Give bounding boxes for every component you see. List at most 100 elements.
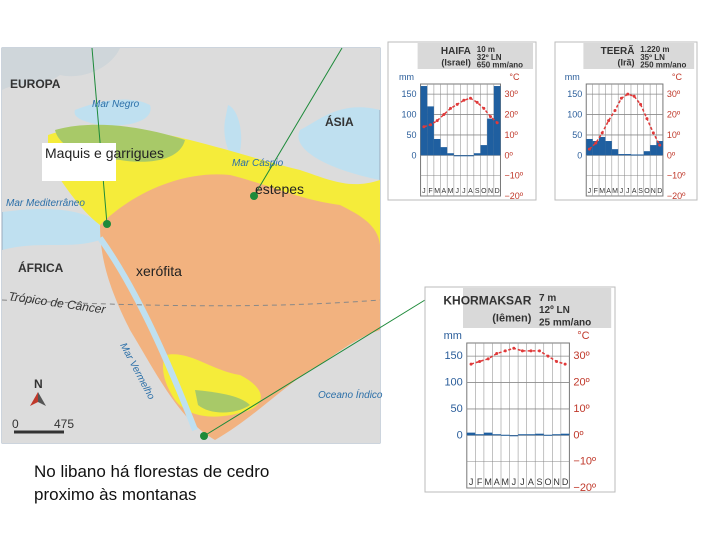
temperature-point [495,352,499,356]
chart-title: TEERÃ [601,44,635,57]
month-label: A [528,477,534,487]
precipitation-bar [440,147,448,156]
precipitation-bar [427,106,434,156]
temperature-point [632,94,636,98]
y2-tick-label: −10º [667,171,686,181]
precipitation-bar [650,145,657,156]
temperature-point [529,349,533,353]
month-label: J [469,477,474,487]
precipitation-bar [624,154,631,156]
precipitation-bar [586,138,593,156]
sea-label: Mar Cáspio [232,158,284,169]
chart-info: 32º LN [477,53,502,62]
month-label: S [536,477,542,487]
month-label: D [657,188,662,195]
precipitation-bar [480,145,488,156]
y2-tick-label: −10º [573,456,596,468]
y2-tick-label: −20º [504,191,523,201]
temperature-point [520,349,524,353]
month-label: D [562,477,569,487]
month-label: J [626,188,630,195]
temperature-point [537,349,541,353]
temperature-point [442,113,446,117]
precipitation-bar [592,141,600,156]
temperature-point [488,115,492,119]
temperature-point [587,147,591,151]
month-label: M [434,188,440,195]
continent-label: EUROPA [10,77,61,91]
maquis-zone-south [195,390,250,413]
month-label: J [512,477,517,487]
month-label: M [502,477,510,487]
chart-header [583,43,695,69]
y2-tick-label: −10º [504,171,523,181]
y2-tick-label: 10º [667,130,681,140]
precipitation-bar [526,434,536,436]
month-label: N [651,188,656,195]
month-label: J [620,188,624,195]
precipitation-bar [599,136,606,156]
precipitation-bar [487,118,494,156]
precipitation-bar [509,435,519,437]
y-tick-label: 50 [572,130,582,140]
scale-label: 475 [54,417,74,431]
temperature-point [422,125,426,129]
precipitation-bar [560,433,570,436]
vegetation-label: estepes [255,181,304,197]
y2-axis-label: °C [672,72,683,82]
month-label: O [545,477,552,487]
month-label: A [442,188,447,195]
europe-land [2,48,120,90]
scale-label: 0 [12,417,19,431]
map: EUROPA ÁSIA ÁFRICA Mar Negro Mar Cáspio … [1,47,426,444]
month-label: F [428,188,432,195]
continent-label: ÁFRICA [18,260,64,275]
month-label: M [484,477,492,487]
temperature-point [435,119,439,123]
month-label: O [644,188,650,195]
precipitation-bar [656,141,663,156]
precipitation-bar [501,434,510,436]
temperature-point [555,359,559,363]
precipitation-bar [466,432,476,436]
precipitation-bar [618,154,625,156]
y2-tick-label: 30º [573,350,589,362]
precipitation-bar [611,149,619,156]
precipitation-bar [453,155,461,157]
temperature-point [469,96,473,100]
temperature-point [619,96,623,100]
north-label: N [34,377,43,391]
caspian-sea [224,105,242,159]
precipitation-bar [518,434,527,436]
month-label: A [494,477,500,487]
chart-title: KHORMAKSAR [443,294,531,308]
precipitation-bar [447,153,454,156]
temperature-point [651,131,655,135]
precipitation-bar [483,432,493,436]
month-label: F [477,477,483,487]
y-tick-label: 150 [444,350,462,362]
month-label: J [462,188,466,195]
month-label: N [553,477,560,487]
y-axis-label: mm [565,72,580,82]
precipitation-bar [475,434,484,436]
month-label: A [632,188,637,195]
chart-info: 25 mm/ano [539,317,591,328]
precipitation-bar [605,141,612,156]
y2-tick-label: 20º [573,377,589,389]
chart-info: 35º LN [640,53,665,62]
temperature-point [594,141,598,145]
sea-label: Mar Negro [92,99,140,110]
label-bg [42,143,116,181]
y-tick-label: 50 [451,403,463,415]
chart-info: 650 mm/ano [477,61,523,70]
y-tick-label: 100 [402,110,417,120]
y-tick-label: 150 [402,89,417,99]
caption: proximo às montanas [34,485,197,504]
chart-subtitle: (Iêmen) [492,312,531,324]
month-label: J [520,477,525,487]
precipitation-bar [460,155,468,157]
precipitation-bar [535,433,544,436]
y2-tick-label: 10º [504,130,518,140]
